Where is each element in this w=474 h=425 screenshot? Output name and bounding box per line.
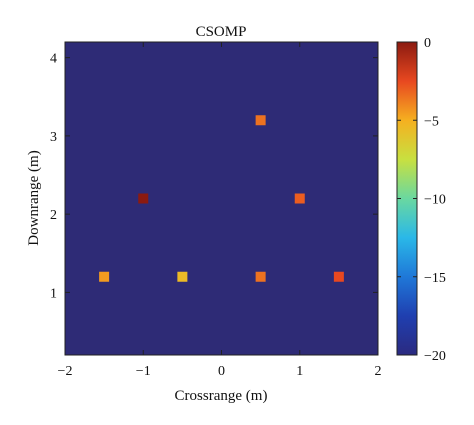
x-axis-ticks: −2 −1 0 1 2 <box>58 42 382 379</box>
data-point-3 <box>255 271 266 282</box>
x-tick-label: 0 <box>218 364 225 379</box>
colorbar-tick-label: −10 <box>424 193 446 208</box>
colorbar-tick-label: −15 <box>424 271 446 286</box>
x-tick-label: −1 <box>136 364 151 379</box>
y-tick-label: 3 <box>50 130 57 145</box>
data-point-6 <box>294 193 305 204</box>
data-point-2 <box>177 271 188 282</box>
y-tick-label: 4 <box>50 52 57 67</box>
chart-title: CSOMP <box>196 24 247 40</box>
y-axis-label: Downrange (m) <box>26 150 42 245</box>
data-point-5 <box>138 193 149 204</box>
colorbar-tick-label: −5 <box>424 114 439 129</box>
x-tick-label: 1 <box>296 364 303 379</box>
colorbar-tick-label: −20 <box>424 349 446 364</box>
x-axis-label: Crossrange (m) <box>175 388 268 404</box>
colorbar-tick-label: 0 <box>424 36 431 51</box>
data-point-4 <box>333 271 344 282</box>
data-point-1 <box>99 271 110 282</box>
data-points <box>99 115 344 282</box>
y-tick-label: 1 <box>50 286 57 301</box>
y-axis-ticks: 1 2 3 4 <box>50 52 378 301</box>
y-tick-label: 2 <box>50 208 57 223</box>
data-point-7 <box>255 115 266 126</box>
colorbar-ticks: 0 −5 −10 −15 −20 <box>397 36 446 364</box>
plot-area <box>64 41 379 356</box>
x-tick-label: 2 <box>375 364 382 379</box>
x-tick-label: −2 <box>58 364 73 379</box>
